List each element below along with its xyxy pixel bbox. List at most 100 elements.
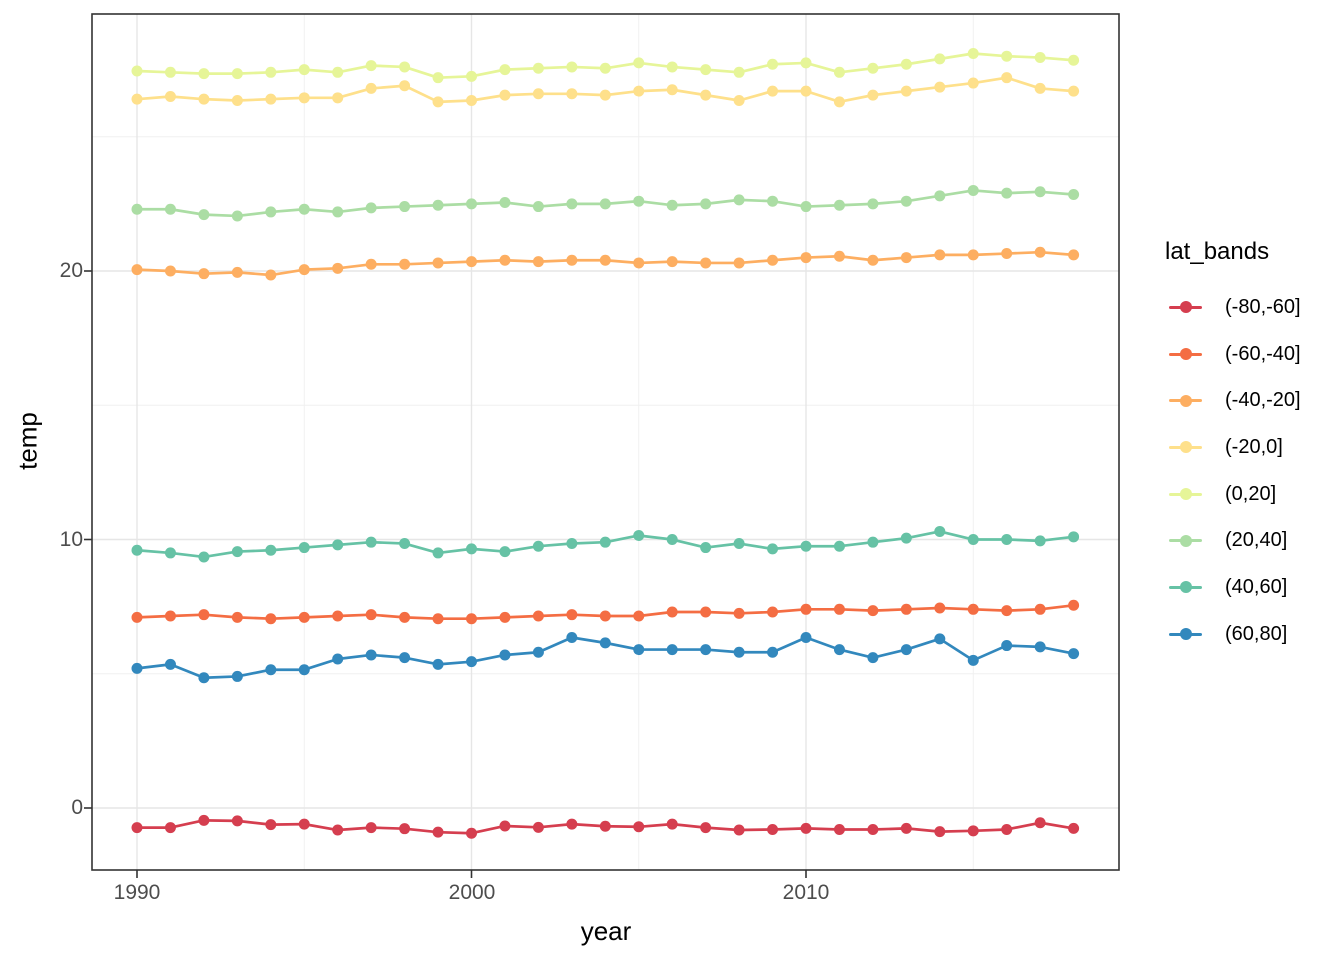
data-point [967,534,979,545]
data-point [800,632,812,644]
data-point [767,254,779,266]
data-point [365,60,377,72]
data-point [833,823,845,835]
legend-key-icon [1169,394,1202,408]
data-point [566,609,578,621]
data-point [1034,535,1046,547]
data-point [767,543,779,555]
legend-item-band-neg40-neg20: (-40,-20] [1165,377,1301,424]
data-point [934,602,946,614]
series-(40,60] [131,525,1080,563]
data-point [499,89,511,101]
data-point [164,610,176,622]
data-point [231,546,243,558]
data-point [1068,599,1080,611]
data-point [700,89,712,101]
data-point [967,603,979,615]
legend-item-label: (0,20] [1225,482,1277,505]
panel-border [91,13,1120,871]
data-point [633,195,645,207]
data-point [733,194,745,206]
data-point [1034,186,1046,198]
series-(-20,0] [131,72,1080,108]
data-point [198,609,210,621]
data-point [432,613,444,625]
data-point [131,544,143,556]
data-point [131,65,143,77]
data-point [399,201,411,213]
series-(-60,-40] [131,599,1080,625]
data-point [532,62,544,74]
data-point [298,264,310,276]
data-point [733,646,745,658]
data-point [265,269,277,281]
data-point [566,61,578,73]
data-point [867,605,879,617]
data-point [1068,188,1080,200]
legend-item-label: (-60,-40] [1225,342,1301,365]
data-point [131,203,143,215]
data-point [599,62,611,74]
legend: lat_bands (-80,-60] (-60,-40] (-40,-20] … [1165,238,1301,658]
x-tick-label-1990: 1990 [113,881,161,904]
data-point [867,198,879,210]
data-point [900,644,912,656]
data-point [131,611,143,623]
data-point [198,209,210,221]
data-point [466,256,477,268]
data-point [1034,817,1046,829]
data-point [332,262,344,274]
data-point [666,199,678,211]
data-point [566,88,578,100]
data-point [1001,605,1013,617]
data-point [365,202,377,214]
legend-key-icon [1169,347,1202,361]
data-point [833,66,845,78]
data-point [700,644,712,656]
legend-item-band-60-80: (60,80] [1165,611,1301,658]
data-point [566,538,578,550]
series-(-80,-60] [131,814,1080,839]
data-point [1068,85,1080,97]
data-point [332,206,344,218]
data-point [131,93,143,105]
data-point [700,64,712,76]
data-point [1001,50,1013,62]
data-point [967,249,979,261]
series-(60,80] [131,632,1080,684]
data-point [198,551,210,563]
data-point [1034,641,1046,653]
data-point [934,525,946,537]
y-tick-label-0: 0 [71,796,83,819]
data-point [499,820,511,832]
data-point [332,539,344,551]
data-point [833,250,845,262]
data-point [466,95,477,107]
data-point [767,195,779,207]
data-point [231,68,243,80]
data-point [164,658,176,670]
data-point [298,664,310,676]
data-point [1034,82,1046,94]
data-point [767,85,779,97]
legend-key-icon [1169,300,1202,314]
data-point [1001,72,1013,84]
data-point [432,658,444,670]
data-point [733,607,745,619]
data-point [365,536,377,548]
data-point [867,823,879,835]
legend-item-band-40-60: (40,60] [1165,564,1301,611]
data-point [332,92,344,104]
data-point [900,603,912,615]
legend-title: lat_bands [1165,238,1270,265]
data-point [633,821,645,833]
data-point [265,664,277,676]
data-point [164,90,176,102]
data-point [131,662,143,674]
data-point [700,257,712,269]
data-point [164,822,176,834]
data-point [934,826,946,838]
data-point [432,257,444,269]
data-point [566,632,578,644]
